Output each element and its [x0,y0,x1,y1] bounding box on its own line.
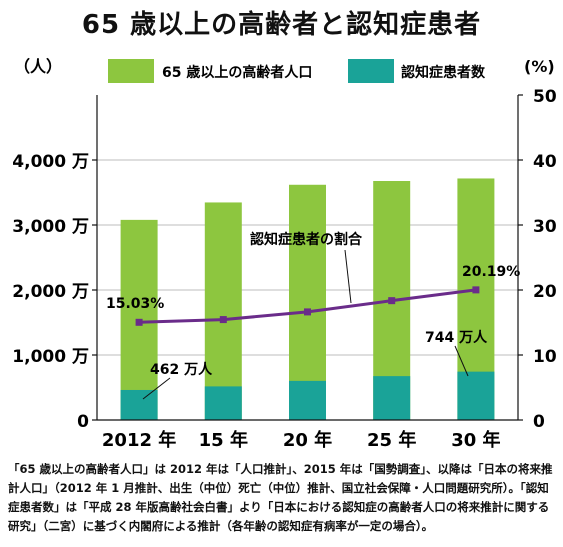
bar-elderly-population [289,184,326,420]
left-tick-label: 4,000 万 [12,152,89,172]
legend-swatch-elderly [108,59,154,83]
dementia-label-last-leader [454,345,469,377]
dementia-label-last: 744 万人 [425,329,488,346]
left-axis-unit: （人） [14,57,62,76]
x-tick-label: 15 年 [199,429,248,451]
x-tick-label: 2012 年 [102,429,176,451]
right-tick-label: 0 [533,412,545,432]
right-tick-label: 50 [533,87,557,107]
chart: 0 1,000 万 2,000 万 3,000 万 4,000 万 0 10 20 30 40 50… [12,57,557,451]
bar-dementia-patients [289,380,326,420]
right-axis-unit: (%) [524,57,555,76]
bar-elderly-population [204,202,242,420]
left-tick-label: 3,000 万 [12,217,89,237]
ratio-marker [388,297,396,305]
ratio-marker [135,318,143,326]
x-tick-label: 20 年 [283,429,332,451]
x-tick-label: 25 年 [367,429,416,451]
ratio-marker [219,316,227,324]
source-note: 「65 歳以上の高齢者人口」は 2012 年は「人口推計」、2015 年は「国勢… [8,462,553,533]
dementia-label-first: 462 万人 [150,361,213,378]
right-tick-label: 30 [533,217,557,237]
x-tick-label: 30 年 [451,429,500,451]
chart-title: 65 歳以上の高齢者と認知症患者 [81,10,482,40]
ratio-marker [304,308,311,316]
bar-dementia-patients [373,376,411,420]
left-tick-label: 2,000 万 [12,282,89,302]
ratio-label-first: 15.03% [106,296,164,312]
dementia-label-first-leader [142,377,171,400]
right-tick-label: 40 [533,152,557,172]
legend-label-elderly: 65 歳以上の高齢者人口 [162,64,312,81]
ratio-marker [472,286,480,294]
right-tick-label: 20 [533,282,557,302]
legend-label-dementia: 認知症患者数 [401,64,486,81]
bar-dementia-patients [457,371,495,420]
ratio-label-last: 20.19% [462,264,520,280]
left-tick-label: 1,000 万 [12,347,89,367]
legend-swatch-dementia [348,59,394,83]
bar-dementia-patients [120,389,158,420]
right-tick-label: 10 [533,347,557,367]
left-tick-label: 0 [77,412,89,432]
bar-dementia-patients [204,386,242,420]
ratio-line-label: 認知症患者の割合 [250,231,363,248]
ratio-line-label-leader [344,249,352,304]
